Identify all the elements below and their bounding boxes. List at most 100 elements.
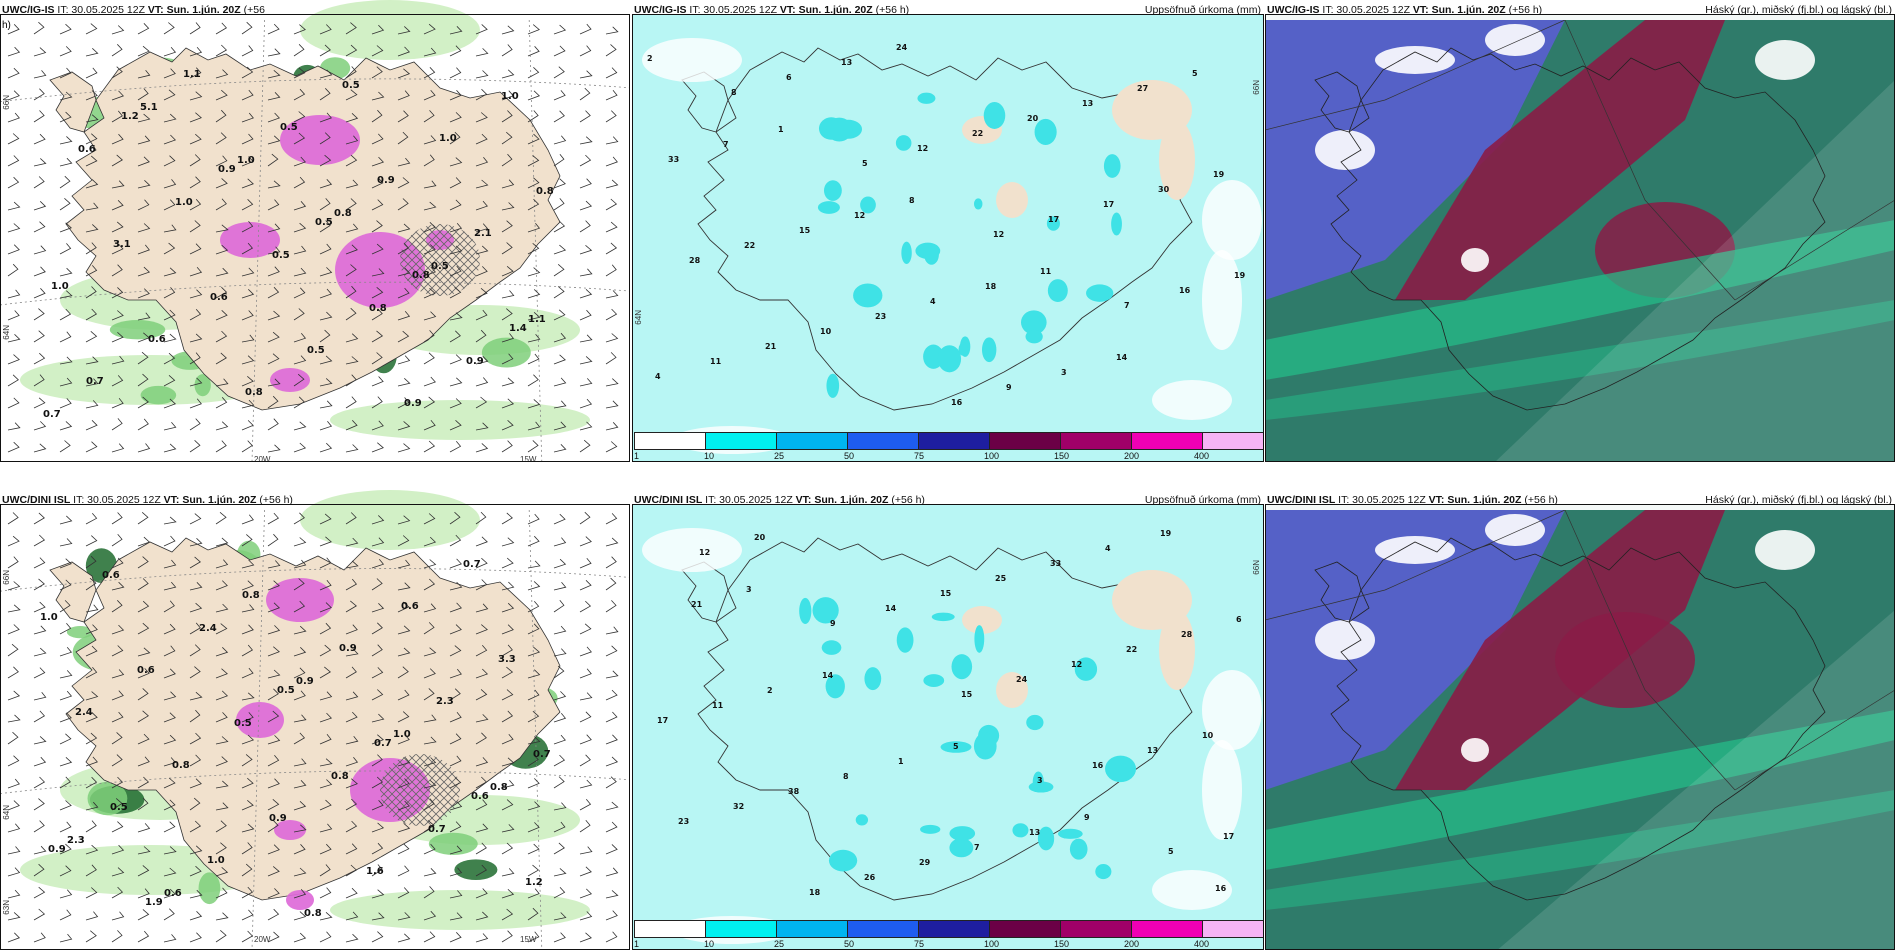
wind-barb	[371, 754, 383, 767]
wind-barb	[241, 355, 255, 365]
dry-area	[1159, 610, 1195, 690]
wind-barb	[449, 312, 463, 321]
dry-sea-area	[1202, 250, 1242, 350]
model-name: UWC/DINI ISL	[1267, 494, 1336, 506]
wind-value-label: 0.5	[280, 122, 298, 133]
wind-barb	[397, 131, 409, 145]
wind-barb	[475, 668, 489, 679]
wind-barb	[345, 154, 358, 167]
precip-value-label: 11	[1040, 267, 1052, 276]
wind-barb	[449, 199, 462, 211]
wind-barb	[371, 622, 383, 635]
wind-barb	[579, 646, 592, 657]
wind-barb	[215, 267, 229, 277]
wind-barb	[527, 155, 540, 167]
wind-value-label: 1.0	[393, 729, 411, 740]
wind-barb	[85, 577, 97, 591]
cloud-layers	[1265, 20, 1895, 462]
wind-barb	[319, 154, 332, 167]
wind-barb	[33, 288, 46, 299]
precip-value-label: 13	[1082, 99, 1093, 108]
wind-value-label: 0.5	[315, 217, 333, 228]
lat-line	[0, 78, 630, 103]
dry-sea-area	[1202, 180, 1262, 260]
wind-barb	[7, 867, 21, 877]
wind-barb	[371, 199, 384, 211]
wind-barb	[85, 756, 98, 767]
wind-barb	[241, 399, 255, 409]
wind-barb	[267, 646, 280, 657]
wind-value-label: 0.8	[412, 270, 430, 281]
wind-barb	[137, 909, 150, 921]
wind-barb	[59, 933, 73, 943]
precip-spot	[981, 337, 997, 363]
wind-barb	[241, 112, 254, 123]
wind-barb	[33, 820, 45, 833]
wind-barb	[267, 755, 280, 767]
wind-barb	[85, 441, 98, 453]
wind-barb	[475, 48, 489, 57]
wind-barb	[241, 242, 254, 255]
wind-barb	[501, 153, 513, 167]
wind-barb	[501, 799, 514, 811]
wind-barb	[579, 136, 593, 145]
wind-barb	[85, 887, 98, 899]
wind-barb	[397, 157, 411, 167]
wind-barb	[501, 69, 515, 79]
wind-barb	[163, 179, 177, 189]
wind-barb	[215, 378, 229, 387]
wind-barb	[59, 356, 73, 365]
wind-barb	[189, 22, 201, 35]
wind-barb	[475, 329, 487, 343]
mid-cloud-band	[1265, 220, 1895, 380]
wind-barb	[579, 268, 593, 277]
wind-barb	[475, 356, 489, 365]
wind-barb	[189, 308, 202, 321]
wind-barb	[501, 353, 514, 365]
wind-value-label: 0.9	[48, 844, 66, 855]
precip-value-label: 15	[940, 589, 952, 598]
wind-barb	[527, 399, 541, 409]
wind-barb	[501, 179, 515, 189]
wind-barb	[163, 309, 176, 321]
wind-barb	[371, 308, 383, 321]
wind-barb	[475, 603, 489, 613]
wind-barb	[553, 45, 566, 57]
wind-barb	[527, 267, 541, 277]
wind-barb	[215, 820, 227, 833]
wind-barb	[189, 778, 202, 789]
wind-barb	[111, 645, 124, 657]
wind-barb	[449, 558, 463, 569]
wind-barb	[189, 133, 202, 145]
wind-barb	[449, 441, 462, 453]
precip-value-label: 10	[820, 327, 832, 336]
wind-barb	[111, 243, 124, 255]
wind-barb	[189, 691, 203, 701]
wind-barb	[241, 289, 255, 299]
wind-barb	[397, 800, 411, 811]
wind-barb	[579, 23, 592, 35]
wind-barb	[345, 648, 359, 657]
colorbar-tick-label: 75	[914, 451, 925, 461]
wind-barb	[137, 288, 150, 299]
wind-barb	[501, 131, 513, 145]
wind-barb	[579, 511, 591, 525]
wind-barb	[319, 911, 333, 921]
precip-colorbar	[634, 432, 1264, 450]
wind-barb	[501, 602, 515, 613]
wind-barb	[475, 309, 488, 321]
wind-barb	[111, 886, 124, 899]
wind-barb	[605, 26, 619, 35]
boundary-line	[1734, 199, 1895, 301]
wind-barb	[267, 625, 281, 635]
wind-barb	[475, 823, 489, 833]
field-title: Uppsöfnuð úrkoma (mm)	[1144, 494, 1261, 506]
wind-value-label: 2.1	[474, 228, 492, 239]
wind-barb	[397, 559, 411, 569]
precip-spot	[860, 196, 876, 214]
colorbar-segment	[990, 921, 1061, 937]
wind-value-label: 0.6	[137, 665, 155, 676]
wind-barb	[137, 511, 149, 525]
precip-spot	[826, 117, 853, 142]
wind-barb	[33, 352, 46, 365]
